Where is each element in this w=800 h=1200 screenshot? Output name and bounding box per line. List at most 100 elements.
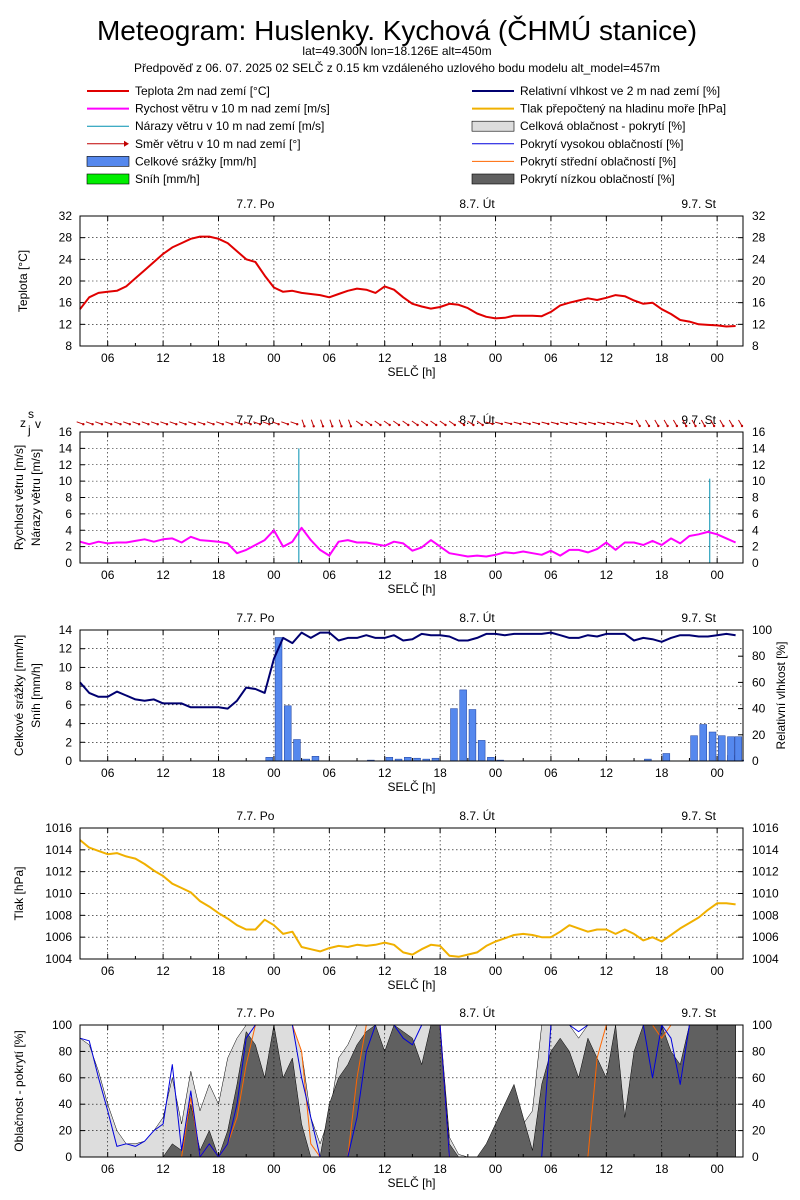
wind-direction-arrow bbox=[104, 421, 113, 426]
precip-bar bbox=[662, 753, 671, 762]
ytick-right-label: 100 bbox=[752, 623, 772, 637]
panel-2: 0 2 4 6 8 10 12 14 16 0 2 4 6 8 10 12 14 16 06 12 18 00 06 12 18… bbox=[12, 407, 766, 596]
wind-direction-arrow bbox=[281, 421, 290, 426]
precip-bar bbox=[265, 757, 273, 762]
xtick-label: 18 bbox=[655, 351, 669, 365]
panel-1: 8 12 16 20 24 28 32 8 12 16 20 24 28 32 06 12 18 00 06 12 18… bbox=[16, 196, 766, 379]
precip-bar bbox=[284, 705, 292, 762]
arrow-head bbox=[268, 423, 271, 426]
wind-direction-arrow bbox=[578, 421, 587, 426]
day-label: 8.7. Út bbox=[459, 196, 495, 211]
ytick-right-label: 1014 bbox=[752, 843, 779, 857]
day-label: 9.7. St bbox=[681, 413, 716, 427]
wind-direction-arrow bbox=[606, 421, 615, 426]
arrow-head bbox=[638, 424, 641, 428]
ytick-label: 4 bbox=[65, 717, 72, 731]
wind-direction-arrow bbox=[329, 419, 334, 428]
day-label: 9.7. St bbox=[681, 611, 716, 625]
wind-direction-arrow bbox=[338, 419, 343, 428]
xtick-label: 00 bbox=[489, 964, 503, 978]
x-axis-label: SELČ [h] bbox=[387, 779, 435, 794]
arrow-head bbox=[731, 424, 734, 428]
arrow-head bbox=[593, 422, 596, 426]
plot-border bbox=[79, 431, 744, 564]
ytick-label: 8 bbox=[65, 339, 72, 353]
x-axis-label: SELČ [h] bbox=[387, 1175, 435, 1190]
legend-swatch bbox=[471, 173, 515, 185]
wind-direction-arrow bbox=[550, 421, 559, 426]
ytick-right-label: 8 bbox=[752, 491, 759, 505]
wind-direction-arrow bbox=[271, 421, 280, 426]
xtick-label: 00 bbox=[489, 568, 503, 582]
xtick-label: 00 bbox=[710, 766, 724, 780]
arrow-head bbox=[379, 423, 382, 427]
arrow-head bbox=[575, 422, 578, 426]
ytick-right-label: 0 bbox=[752, 1150, 759, 1164]
panel-5: 0 20 40 60 80 100 0 20 40 60 80 100 06 12 18 00 06 12 18 00… bbox=[12, 1005, 772, 1190]
wind-direction-arrow bbox=[178, 421, 187, 426]
y-axis-label-right: Relativní vlhkost [%] bbox=[774, 641, 788, 749]
precip-bar bbox=[385, 757, 394, 762]
dir-label-j: j bbox=[27, 423, 31, 437]
arrow-head bbox=[584, 422, 587, 426]
xtick-label: 18 bbox=[433, 568, 447, 582]
xtick-label: 06 bbox=[544, 1162, 558, 1176]
arrow-head bbox=[565, 422, 569, 426]
arrow-head bbox=[312, 425, 315, 428]
arrow-head bbox=[425, 423, 429, 427]
wind-direction-arrow bbox=[513, 421, 522, 426]
arrow-head bbox=[630, 422, 634, 426]
ytick-label: 8 bbox=[65, 491, 72, 505]
wind-direction-arrow bbox=[645, 419, 651, 428]
wind-direction-arrow bbox=[132, 421, 141, 426]
ytick-right-label: 1016 bbox=[752, 821, 779, 835]
wind-direction-arrow bbox=[123, 421, 131, 426]
ytick-right-label: 10 bbox=[752, 474, 766, 488]
ytick-label: 32 bbox=[59, 209, 73, 223]
ytick-right-label: 8 bbox=[752, 339, 759, 353]
precip-bar bbox=[708, 731, 717, 762]
xtick-label: 12 bbox=[378, 1162, 392, 1176]
ytick-label: 1006 bbox=[45, 930, 72, 944]
arrow-head bbox=[147, 423, 150, 426]
legend-label: Směr větru v 10 m nad zemí [°] bbox=[135, 137, 301, 151]
xtick-label: 06 bbox=[544, 351, 558, 365]
series-wind-speed bbox=[79, 526, 737, 558]
arrow-head bbox=[175, 423, 178, 426]
xtick-label: 12 bbox=[378, 568, 392, 582]
arrow-head bbox=[277, 423, 280, 426]
legend-item-left-4: Celkové srážky [mm/h] bbox=[86, 154, 256, 168]
arrow-head bbox=[519, 422, 522, 426]
legend-label: Relativní vlhkost ve 2 m nad zemí [%] bbox=[520, 84, 720, 98]
xtick-label: 12 bbox=[378, 351, 392, 365]
ytick-right-label: 6 bbox=[752, 507, 759, 521]
legend-item-right-5: Pokrytí nízkou oblačností [%] bbox=[471, 172, 675, 186]
wind-direction-arrow bbox=[728, 419, 734, 428]
arrow-head bbox=[612, 422, 615, 426]
wind-direction-arrow bbox=[411, 420, 419, 427]
dir-label-z: z bbox=[20, 416, 26, 430]
precip-bar bbox=[459, 689, 467, 762]
arrow-head bbox=[666, 424, 669, 428]
arrow-head bbox=[675, 424, 679, 428]
wind-direction-arrow bbox=[439, 420, 447, 427]
arrow-head bbox=[481, 423, 484, 427]
ytick-right-label: 80 bbox=[752, 649, 766, 663]
wind-direction-arrow bbox=[402, 420, 410, 427]
xtick-label: 18 bbox=[433, 964, 447, 978]
day-label: 9.7. St bbox=[681, 197, 716, 211]
ytick-right-label: 1006 bbox=[752, 930, 779, 944]
ytick-right-label: 1010 bbox=[752, 887, 779, 901]
arrow-head bbox=[128, 423, 131, 426]
ytick-right-label: 4 bbox=[752, 523, 759, 537]
ytick-label: 1014 bbox=[45, 843, 72, 857]
wind-direction-arrow bbox=[206, 421, 215, 426]
xtick-label: 18 bbox=[433, 766, 447, 780]
ytick-right-label: 100 bbox=[752, 1018, 772, 1032]
xtick-label: 00 bbox=[710, 351, 724, 365]
ytick-right-label: 1012 bbox=[752, 865, 779, 879]
precip-bar bbox=[468, 709, 477, 762]
xtick-label: 12 bbox=[600, 1162, 614, 1176]
arrow-head bbox=[258, 423, 262, 426]
